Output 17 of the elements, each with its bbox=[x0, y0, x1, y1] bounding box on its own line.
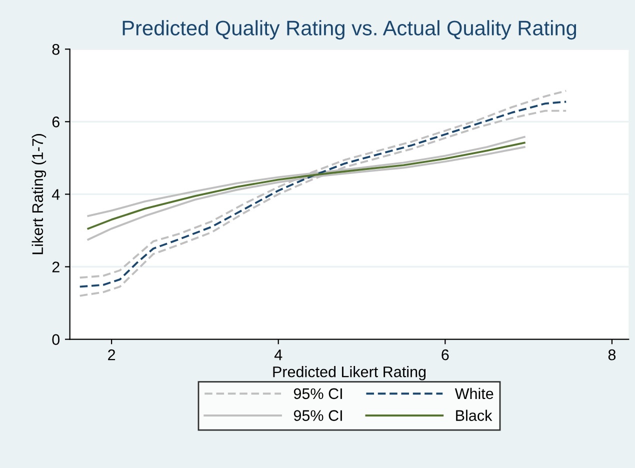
legend-label: White bbox=[454, 388, 494, 400]
line-series bbox=[87, 142, 526, 230]
legend-label: 95% CI bbox=[294, 410, 342, 421]
y-axis-title: Likert Rating (1-7) bbox=[32, 134, 46, 254]
y-tick-label: 0 bbox=[52, 334, 60, 345]
x-axis-title: Predicted Likert Rating bbox=[273, 366, 426, 380]
y-tick-label: 4 bbox=[52, 189, 60, 200]
x-tick-label: 2 bbox=[108, 349, 116, 360]
legend-label: 95% CI bbox=[294, 388, 342, 400]
y-tick-label: 2 bbox=[52, 262, 60, 272]
y-tick-label: 6 bbox=[52, 116, 60, 128]
y-tick-label: 8 bbox=[52, 44, 60, 55]
x-tick-label: 6 bbox=[442, 349, 449, 360]
x-tick-label: 8 bbox=[608, 349, 616, 360]
chart-title: Predicted Quality Rating vs. Actual Quality Rating bbox=[122, 20, 576, 40]
x-tick-label: 4 bbox=[274, 350, 282, 360]
legend-label: Black bbox=[456, 410, 492, 421]
